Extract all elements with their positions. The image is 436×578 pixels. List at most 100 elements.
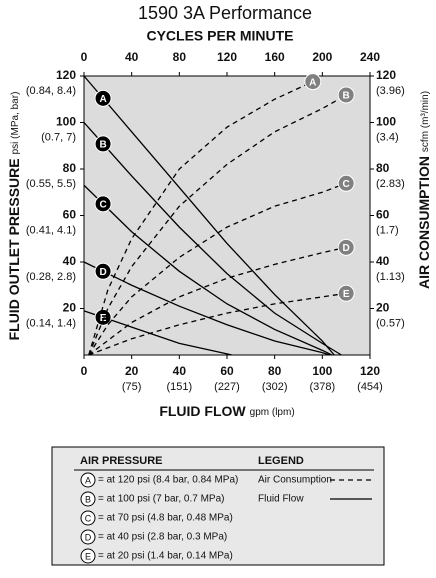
air-consumption-line: [88, 180, 354, 356]
legend-letter-circle: [80, 510, 96, 526]
x-tick-sublabel: (75): [122, 381, 142, 393]
legend-letter-circle: [80, 491, 96, 507]
series-marker: [94, 89, 112, 107]
x2-tick-label: 200: [312, 50, 332, 64]
y-tick-sublabel: (0.84, 8.4): [26, 85, 76, 97]
series-marker: [94, 195, 112, 213]
y-tick-sublabel: (0.7, 7): [41, 131, 76, 143]
y2-tick-label: 80: [376, 161, 390, 175]
legend-style-title: LEGEND: [258, 455, 304, 467]
x-tick-sublabel: (227): [214, 381, 240, 393]
y-axis-label: FLUID OUTLET PRESSURE psi (MPa, bar): [6, 92, 22, 341]
legend-letter: A: [85, 475, 91, 485]
legend-letter: D: [85, 532, 92, 542]
x-tick-label: 80: [268, 364, 282, 378]
series-marker: [337, 238, 355, 256]
fluid-flow-line: [83, 184, 333, 356]
series-marker: [304, 73, 322, 91]
legend-style-name: Fluid Flow: [258, 494, 304, 505]
series-marker: [94, 135, 112, 153]
fluid-flow-line: [83, 310, 232, 356]
x2-tick-label: 40: [125, 50, 139, 64]
y-tick-label: 100: [56, 115, 76, 129]
y2-tick-label: 120: [376, 68, 396, 82]
legend-pressure-title: AIR PRESSURE: [80, 455, 163, 467]
y2-tick-sublabel: (1.13): [376, 271, 405, 283]
x-tick-sublabel: (151): [166, 381, 192, 393]
series-marker: [337, 284, 355, 302]
y-tick-label: 80: [63, 161, 77, 175]
legend-pressure-text: = at 40 psi (2.8 bar, 0.3 MPa): [98, 532, 227, 543]
legend-box: [51, 446, 385, 566]
x2-tick-label: 120: [217, 50, 237, 64]
y-tick-label: 120: [56, 68, 76, 82]
series-marker-label: D: [99, 267, 106, 278]
legend-letter: C: [85, 513, 92, 523]
series-marker-label: C: [343, 179, 350, 190]
air-consumption-line: [88, 91, 352, 356]
legend-pressure-text: = at 20 psi (1.4 bar, 0.14 MPa): [98, 551, 233, 562]
legend-letter: B: [85, 494, 91, 504]
air-consumption-line: [88, 291, 354, 356]
x-axis-label: FLUID FLOW gpm (lpm): [159, 403, 294, 419]
x-tick-label: 100: [312, 364, 332, 378]
x2-tick-label: 240: [360, 50, 380, 64]
y2-tick-sublabel: (3.4): [376, 131, 399, 143]
x-tick-label: 0: [81, 364, 88, 378]
series-marker: [94, 262, 112, 280]
x-tick-sublabel: (302): [262, 381, 288, 393]
x2-tick-label: 160: [265, 50, 285, 64]
y2-unit: scfm (m³/min): [420, 91, 431, 152]
y2-tick-label: 20: [376, 301, 390, 315]
legend-letter-circle: [80, 472, 96, 488]
fluid-flow-line: [83, 122, 342, 356]
y-tick-sublabel: (0.28, 2.8): [26, 271, 76, 283]
y2-tick-label: 60: [376, 208, 390, 222]
x-tick-label: 60: [220, 364, 234, 378]
series-marker-label: C: [99, 200, 106, 211]
y-tick-label: 60: [63, 208, 77, 222]
legend-letter-circle: [80, 548, 96, 564]
air-consumption-line: [88, 77, 321, 356]
x-tick-label: 40: [173, 364, 187, 378]
y-unit: psi (MPa, bar): [10, 92, 21, 155]
y-tick-sublabel: (0.55, 5.5): [26, 178, 76, 190]
y2-tick-label: 40: [376, 254, 390, 268]
plot-area: [83, 75, 371, 356]
legend-letter: E: [85, 551, 91, 561]
y-tick-label: 40: [63, 254, 77, 268]
series-marker: [94, 308, 112, 326]
y-tick-label: 20: [63, 301, 77, 315]
series-marker-label: A: [309, 77, 316, 88]
y-label: FLUID OUTLET PRESSURE: [6, 158, 22, 340]
legend-pressure-text: = at 120 psi (8.4 bar, 0.84 MPa): [98, 475, 238, 486]
series-marker-label: D: [343, 243, 350, 254]
y2-tick-sublabel: (1.7): [376, 224, 399, 236]
y-tick-sublabel: (0.14, 1.4): [26, 317, 76, 329]
x-tick-label: 20: [125, 364, 139, 378]
chart-title: 1590 3A Performance: [138, 3, 312, 23]
y2-tick-label: 100: [376, 115, 396, 129]
y-tick-sublabel: (0.41, 4.1): [26, 224, 76, 236]
x-tick-sublabel: (454): [357, 381, 383, 393]
x2-tick-label: 80: [173, 50, 187, 64]
legend-style-name: Air Consumption: [258, 475, 332, 486]
x-unit: gpm (lpm): [250, 407, 295, 418]
x-tick-sublabel: (378): [309, 381, 335, 393]
series-marker-label: E: [343, 289, 350, 300]
legend-letter-circle: [80, 529, 96, 545]
series-marker: [337, 86, 355, 104]
x2-tick-label: 0: [81, 50, 88, 64]
series-marker-label: A: [99, 94, 106, 105]
series-marker-label: B: [343, 91, 350, 102]
series-marker: [337, 174, 355, 192]
series-marker-label: B: [99, 140, 106, 151]
fluid-flow-line: [83, 261, 330, 356]
y2-tick-sublabel: (0.57): [376, 317, 405, 329]
legend-pressure-text: = at 70 psi (4.8 bar, 0.48 MPa): [98, 513, 233, 524]
y2-label: AIR CONSUMPTION: [416, 156, 432, 289]
fluid-flow-line: [83, 75, 335, 356]
legend: AIR PRESSURE LEGEND A = at 120 psi (8.4 b…: [51, 446, 385, 566]
y2-tick-sublabel: (3.96): [376, 85, 405, 97]
